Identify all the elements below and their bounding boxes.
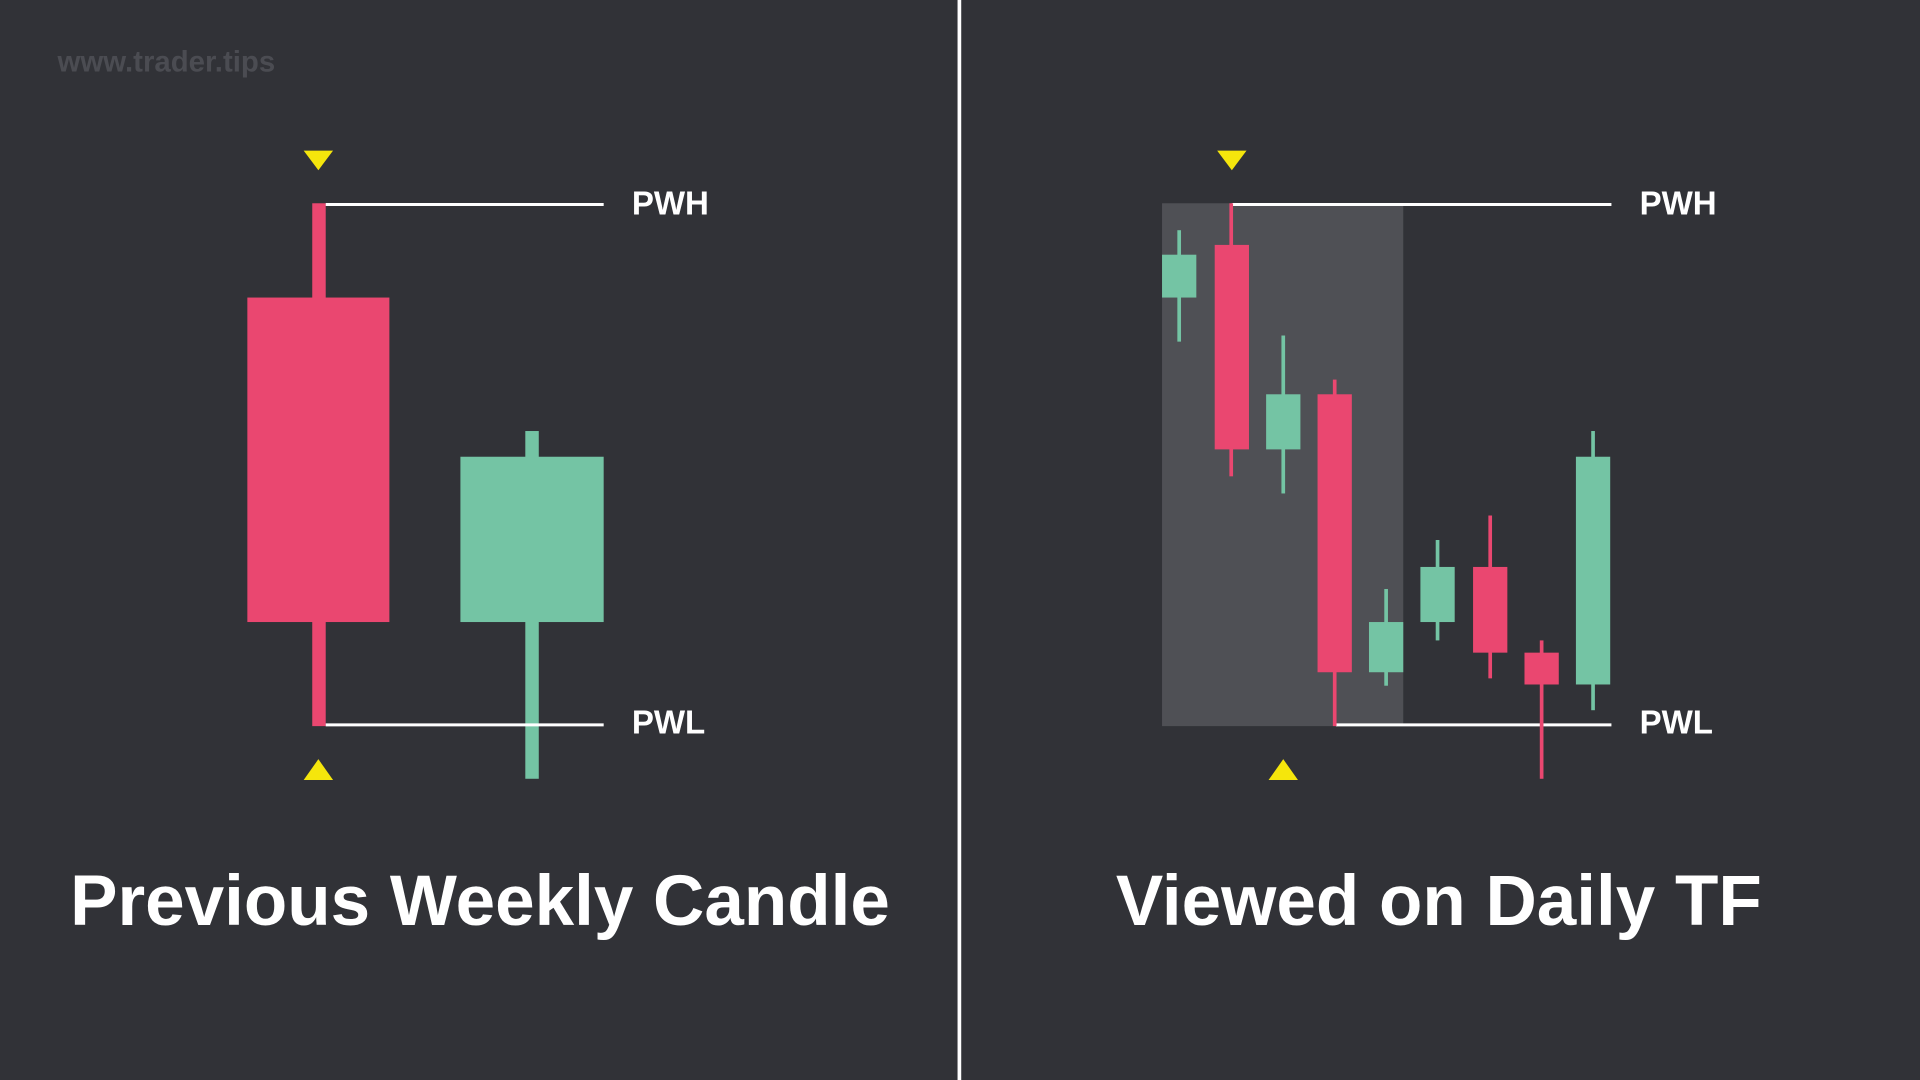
low-label: PWL	[632, 705, 705, 742]
candle-body	[1473, 566, 1508, 653]
panel-title: Previous Weekly Candle	[70, 862, 890, 941]
candle-body	[1524, 652, 1559, 685]
high-marker	[303, 150, 334, 171]
candle-body	[1575, 456, 1611, 685]
panel-title: Viewed on Daily TF	[1116, 862, 1762, 941]
high-label: PWH	[632, 185, 709, 222]
candle-body	[1317, 394, 1352, 673]
high-marker	[1217, 150, 1247, 171]
low-marker	[1268, 759, 1298, 780]
low-marker	[303, 759, 334, 780]
candle-body	[1162, 254, 1197, 298]
daily-candles	[1162, 203, 1611, 779]
candle-body	[247, 297, 390, 623]
candle-body	[460, 456, 604, 623]
divider	[957, 0, 962, 1080]
low-label: PWL	[1640, 705, 1713, 742]
left-panel: PWH PWL Previous Weekly Candle	[70, 150, 890, 941]
candle-body	[1266, 394, 1301, 450]
candle-body	[1368, 622, 1404, 673]
right-panel: PWH PWL Viewed on Daily TF	[1116, 150, 1762, 941]
candle-body	[1420, 566, 1455, 623]
high-label: PWH	[1640, 185, 1717, 222]
candle-body	[1214, 244, 1249, 450]
watermark: www.trader.tips	[57, 45, 276, 78]
wick	[1539, 640, 1544, 779]
